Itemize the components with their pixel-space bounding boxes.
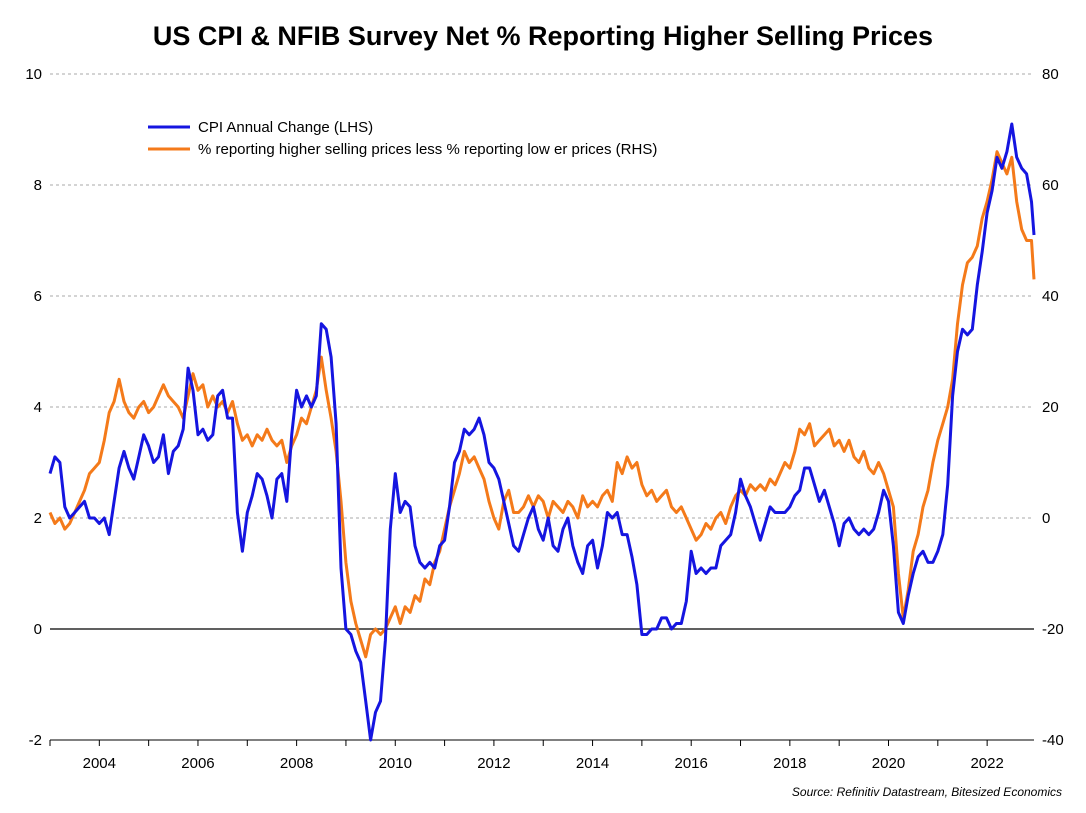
y-right-tick-label: 20	[1042, 399, 1059, 416]
chart-title: US CPI & NFIB Survey Net % Reporting Hig…	[153, 21, 933, 51]
y-left-tick-label: -2	[29, 732, 42, 749]
y-right-tick-label: -40	[1042, 732, 1064, 749]
x-tick-label: 2004	[83, 755, 116, 772]
source-note: Source: Refinitiv Datastream, Bitesized …	[792, 785, 1062, 799]
y-right-tick-label: 60	[1042, 177, 1059, 194]
legend-label-nfib: % reporting higher selling prices less %…	[198, 141, 657, 158]
series-line-nfib	[48, 150, 1036, 659]
x-tick-label: 2012	[477, 755, 510, 772]
y-left-tick-label: 6	[34, 288, 42, 305]
y-right-tick-label: -20	[1042, 621, 1064, 638]
y-right-tick-label: 0	[1042, 510, 1050, 527]
y-left-tick-label: 0	[34, 621, 42, 638]
legend: CPI Annual Change (LHS) % reporting high…	[148, 119, 657, 158]
y-left-tick-label: 8	[34, 177, 42, 194]
legend-label-cpi: CPI Annual Change (LHS)	[198, 119, 373, 136]
series-lines	[48, 122, 1036, 742]
y-right-tick-label: 80	[1042, 66, 1059, 83]
y-left-tick-label: 10	[25, 66, 42, 83]
y-left-tick-label: 4	[34, 399, 42, 416]
x-tick-label: 2018	[773, 755, 806, 772]
x-tick-label: 2022	[970, 755, 1003, 772]
x-tick-label: 2006	[181, 755, 214, 772]
series-line-cpi	[48, 122, 1036, 742]
x-tick-label: 2014	[576, 755, 609, 772]
x-tick-label: 2016	[675, 755, 708, 772]
gridlines	[50, 73, 1034, 741]
x-tick-label: 2020	[872, 755, 905, 772]
y-right-tick-label: 40	[1042, 288, 1059, 305]
x-tick-label: 2008	[280, 755, 313, 772]
y-left-tick-label: 2	[34, 510, 42, 527]
x-tick-label: 2010	[379, 755, 412, 772]
